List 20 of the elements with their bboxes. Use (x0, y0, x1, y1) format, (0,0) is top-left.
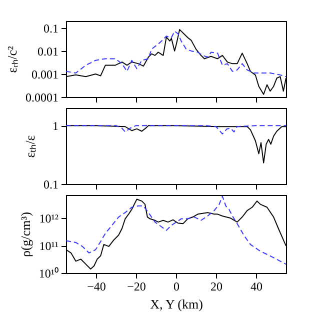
x-tick-label: −20 (127, 280, 146, 294)
line-series (66, 30, 286, 78)
line-series (66, 125, 286, 134)
y-tick-label: 0.01 (38, 44, 58, 58)
x-tick-label: −40 (87, 280, 106, 294)
y-tick-label: 0.001 (32, 67, 58, 82)
x-axis-title: X, Y (km) (150, 296, 203, 312)
y-tick-label: 0.1 (44, 21, 58, 36)
y-tick-label: 1 (52, 119, 58, 134)
y-tick-label: 0.1 (44, 178, 58, 192)
y-tick-label: 10¹⁰ (38, 266, 58, 280)
y-tick-label: 10¹² (39, 212, 59, 226)
y-tick-label: 10¹¹ (39, 239, 59, 254)
y-axis-title: εᵣₕ/c² (4, 46, 20, 73)
x-tick-label: 0 (174, 280, 180, 294)
x-tick-label: 40 (250, 280, 262, 294)
x-tick-label: 20 (210, 280, 222, 294)
y-axis-title: ρ(g/cm³) (18, 212, 33, 258)
y-tick-label: 0.0001 (26, 90, 58, 104)
y-axis-title: εₜₕ/ε (22, 134, 38, 158)
